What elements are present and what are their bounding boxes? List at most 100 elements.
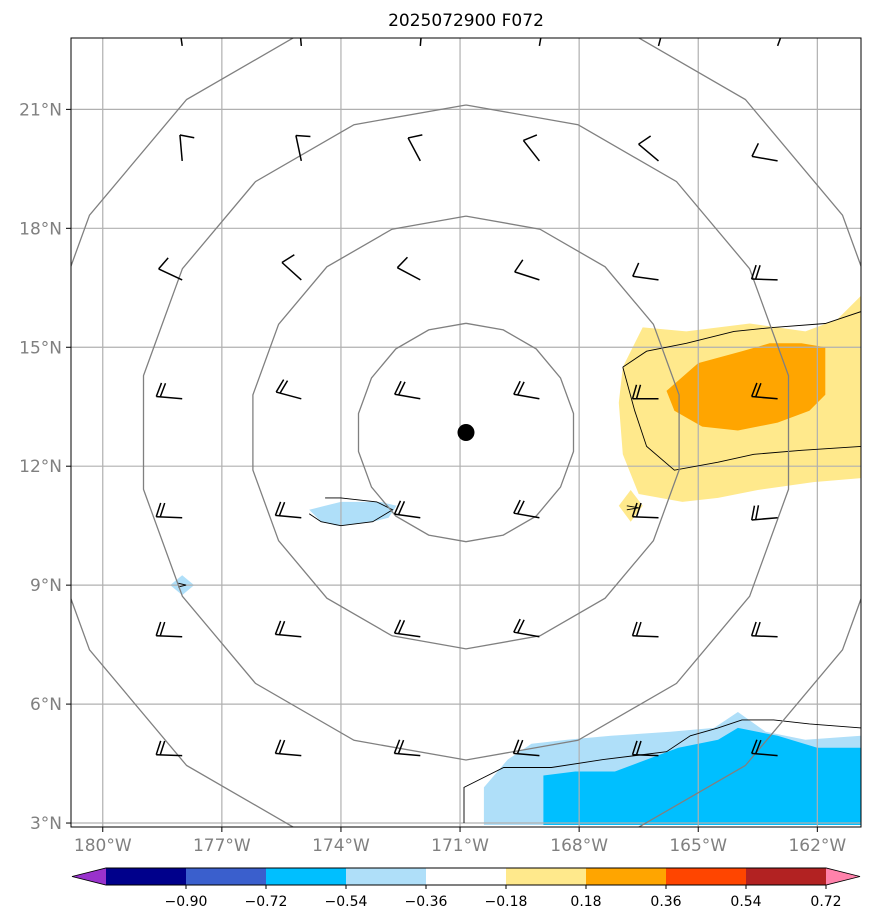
wind-barb <box>394 380 421 400</box>
colorbar-outline <box>71 867 861 886</box>
wind-barb <box>298 38 303 46</box>
wind-barb-layer <box>45 38 788 757</box>
wind-barb <box>513 499 540 519</box>
lon-tick-label: 177°W <box>193 836 251 856</box>
wind-barb <box>275 379 302 400</box>
map-title: 2025072900 F072 <box>388 11 544 31</box>
wind-barb <box>512 739 540 757</box>
colorbar-swatch <box>426 868 507 885</box>
wind-barb <box>514 259 540 281</box>
wind-barb <box>393 619 421 638</box>
wind-barb <box>295 134 311 162</box>
contour-line <box>178 582 187 588</box>
lon-tick-label: 162°W <box>788 836 846 856</box>
colorbar-tick-label: 0.54 <box>730 894 761 910</box>
contour-line <box>308 497 394 527</box>
wind-barb <box>45 623 71 637</box>
wind-barb <box>631 621 659 638</box>
lon-tick-label: 180°W <box>74 836 132 856</box>
contour-layer <box>178 311 861 823</box>
wind-barb <box>274 739 302 757</box>
shaded-region <box>666 343 826 431</box>
storm-center-dot <box>457 424 475 441</box>
wind-barb <box>155 740 183 757</box>
colorbar-tick-label: −0.18 <box>485 894 528 910</box>
lat-tick-label: 15°N <box>19 338 62 358</box>
wind-barb <box>513 380 540 400</box>
lat-tick-label: 18°N <box>19 219 62 239</box>
shaded-region <box>309 501 397 526</box>
colorbar-swatch <box>746 868 827 885</box>
wind-barb <box>632 262 659 281</box>
contour-line <box>622 366 861 471</box>
wind-barb <box>638 135 659 162</box>
wind-barb <box>45 266 71 280</box>
wind-barb <box>631 384 659 400</box>
longitude-axis: 180°W 177°W 174°W 171°W 168°W 165°W 162°W <box>74 827 846 856</box>
range-rings <box>71 38 861 827</box>
colorbar-extend-low <box>72 868 106 885</box>
shaded-region <box>618 490 643 522</box>
colorbar-swatch <box>666 868 747 885</box>
colorbar-tick-label: −0.72 <box>245 894 288 910</box>
colorbar-swatch <box>266 868 347 885</box>
lon-tick-label: 165°W <box>669 836 727 856</box>
wind-barb <box>419 38 424 46</box>
wind-barb <box>274 501 302 519</box>
colorbar-swatch <box>586 868 667 885</box>
lat-tick-label: 21°N <box>19 100 62 120</box>
wind-barb <box>393 500 421 519</box>
wind-barb <box>155 621 183 638</box>
plot-frame <box>70 37 862 828</box>
wind-barb <box>631 740 659 757</box>
wind-barb <box>538 38 545 47</box>
contour-line <box>463 719 861 823</box>
lat-tick-label: 3°N <box>30 814 62 834</box>
colorbar-extend-high <box>826 868 860 885</box>
range-ring <box>252 215 680 650</box>
colorbar-swatch <box>346 868 427 885</box>
wind-barb <box>155 502 183 519</box>
wind-barb <box>158 257 183 281</box>
wind-barb <box>45 385 71 399</box>
wind-barb <box>177 38 183 47</box>
colorbar-swatch <box>106 868 187 885</box>
wind-barb <box>522 134 540 162</box>
wind-barb <box>407 134 423 162</box>
lat-tick-label: 6°N <box>30 695 62 715</box>
wind-barb <box>657 38 666 47</box>
wind-barb <box>750 621 778 638</box>
colorbar-tick-label: 0.72 <box>810 894 841 910</box>
wind-barb <box>281 254 302 281</box>
lon-tick-label: 168°W <box>550 836 608 856</box>
colorbar-tick-label: 0.18 <box>570 894 601 910</box>
wind-barb <box>274 620 302 638</box>
contour-line <box>622 311 861 368</box>
latitude-axis: 3°N 6°N 9°N 12°N 15°N 18°N 21°N <box>19 100 71 834</box>
wind-barb <box>750 382 778 400</box>
wind-barb <box>776 38 788 47</box>
shaded-region <box>543 727 861 825</box>
range-ring <box>142 104 790 761</box>
colorbar: −0.90 −0.72 −0.54 −0.36 −0.18 0.18 0.36 0.54 0.7… <box>71 867 861 910</box>
wind-barb <box>751 142 778 162</box>
lon-tick-label: 174°W <box>312 836 370 856</box>
wind-barb <box>179 134 195 161</box>
colorbar-swatch <box>506 868 587 885</box>
range-ring <box>357 322 575 543</box>
wind-barb <box>750 505 778 521</box>
wind-barb <box>750 739 778 757</box>
lat-tick-label: 12°N <box>19 457 62 477</box>
colorbar-tick-label: −0.54 <box>325 894 368 910</box>
storm-center-marker <box>457 424 475 441</box>
colorbar-swatch <box>186 868 267 885</box>
wind-barb <box>750 264 778 281</box>
colorbar-tick-label: −0.90 <box>165 894 208 910</box>
colorbar-tick-label: 0.36 <box>650 894 681 910</box>
wind-barb <box>393 739 421 757</box>
range-ring <box>71 38 861 827</box>
wind-barb <box>396 256 421 281</box>
wind-barb <box>45 742 71 756</box>
colorbar-tick-label: −0.36 <box>405 894 448 910</box>
